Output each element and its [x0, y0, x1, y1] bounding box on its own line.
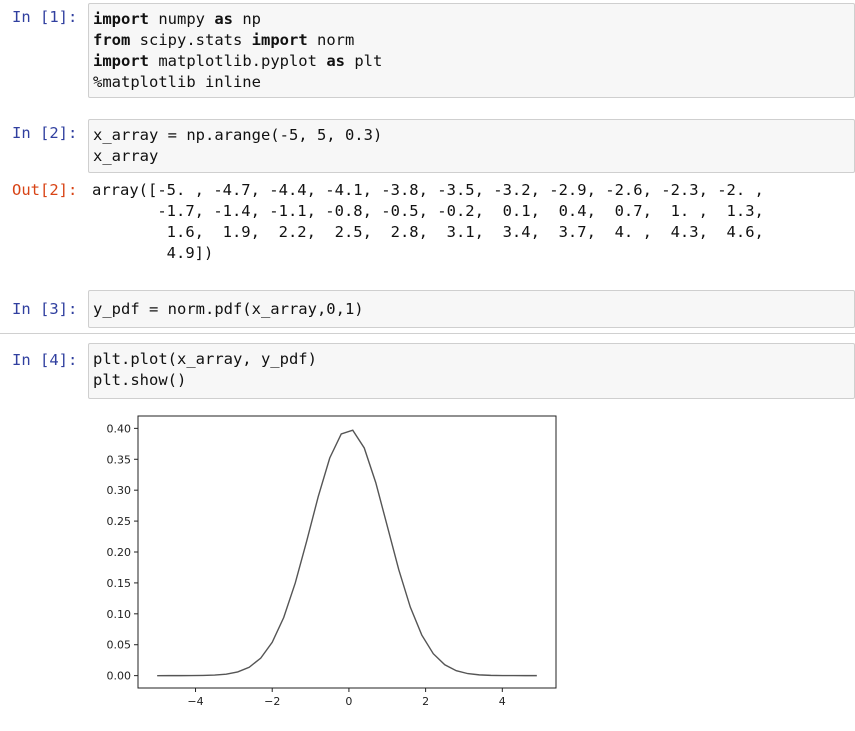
output-line: array([-5. , -4.7, -4.4, -4.1, -3.8, -3.…: [92, 181, 764, 199]
input-prompt-1: In [1]:: [12, 8, 78, 26]
x-tick-label: −4: [187, 695, 203, 708]
y-tick-label: 0.15: [107, 577, 132, 590]
code-line[interactable]: x_array = np.arange(-5, 5, 0.3): [93, 125, 850, 146]
code-token: np: [233, 10, 261, 28]
y-tick-label: 0.20: [107, 546, 132, 559]
keyword-token: as: [326, 52, 345, 70]
code-token: x_array: [93, 147, 159, 165]
code-line[interactable]: x_array: [93, 146, 850, 167]
code-cell-2[interactable]: In [2]: x_array = np.arange(-5, 5, 0.3) x…: [0, 116, 855, 276]
y-tick-label: 0.40: [107, 422, 132, 435]
code-line[interactable]: plt.plot(x_array, y_pdf): [93, 349, 850, 370]
code-input-3[interactable]: y_pdf = norm.pdf(x_array,0,1): [88, 290, 855, 328]
code-token: norm: [307, 31, 355, 49]
code-token: scipy.stats: [130, 31, 252, 49]
y-tick-label: 0.30: [107, 484, 132, 497]
line-chart: 0.00 0.05 0.10 0.15 0.20 0.25 0.30 0.35 0.40 −4 −2…: [107, 415, 557, 708]
code-token: y_pdf = norm.pdf(x_array,0,1): [93, 300, 364, 318]
keyword-token: from: [93, 31, 131, 49]
input-prompt-2: In [2]:: [12, 124, 78, 142]
y-tick-label: 0.00: [107, 670, 132, 683]
output-line: 4.9]): [92, 244, 214, 262]
code-token: x_array = np.arange(-5, 5, 0.3): [93, 126, 383, 144]
code-token: matplotlib.pyplot: [149, 52, 327, 70]
x-tick-label: −2: [264, 695, 280, 708]
code-line[interactable]: y_pdf = norm.pdf(x_array,0,1): [93, 299, 850, 320]
code-token: %matplotlib inline: [93, 73, 261, 91]
input-prompt-4: In [4]:: [12, 351, 78, 369]
code-line[interactable]: import numpy as np: [93, 9, 850, 30]
code-token: plt: [344, 52, 383, 70]
x-tick-label: 2: [422, 695, 429, 708]
x-tick-label: 4: [499, 695, 506, 708]
keyword-token: import: [93, 52, 149, 70]
output-line: -1.7, -1.4, -1.1, -0.8, -0.5, -0.2, 0.1,…: [92, 202, 764, 220]
code-input-4[interactable]: plt.plot(x_array, y_pdf) plt.show(): [88, 343, 855, 399]
code-input-2[interactable]: x_array = np.arange(-5, 5, 0.3) x_array: [88, 119, 855, 173]
code-token: numpy: [149, 10, 215, 28]
code-token: plt.show(): [93, 371, 187, 389]
plot-output: 0.00 0.05 0.10 0.15 0.20 0.25 0.30 0.35 0.40 −4 −2…: [88, 406, 568, 726]
output-prompt-2: Out[2]:: [12, 181, 78, 199]
plot-frame: [137, 415, 557, 689]
y-tick-label: 0.25: [107, 515, 132, 528]
series-line: [157, 429, 537, 677]
y-tick-label: 0.05: [107, 639, 132, 652]
code-token: plt.plot(x_array, y_pdf): [93, 350, 317, 368]
y-tick-label: 0.10: [107, 608, 132, 621]
keyword-token: import: [93, 10, 149, 28]
keyword-token: import: [251, 31, 308, 49]
x-tick-label: 0: [345, 695, 352, 708]
code-line[interactable]: %matplotlib inline: [93, 72, 850, 93]
code-cell-3[interactable]: In [3]: y_pdf = norm.pdf(x_array,0,1): [0, 288, 855, 328]
cell-separator: [0, 333, 855, 334]
input-prompt-3: In [3]:: [12, 300, 78, 318]
output-area-2: array([-5. , -4.7, -4.4, -4.1, -3.8, -3.…: [92, 180, 855, 264]
code-line[interactable]: plt.show(): [93, 370, 850, 391]
code-cell-1[interactable]: In [1]: import numpy as np from scipy.sta…: [0, 0, 855, 100]
output-line: 1.6, 1.9, 2.2, 2.5, 2.8, 3.1, 3.4, 3.7, …: [92, 223, 764, 241]
code-line[interactable]: from scipy.stats import norm: [93, 30, 850, 51]
y-tick-label: 0.35: [107, 453, 132, 466]
code-cell-4[interactable]: In [4]: plt.plot(x_array, y_pdf) plt.show…: [0, 341, 855, 731]
code-input-1[interactable]: import numpy as np from scipy.stats impor…: [88, 3, 855, 98]
keyword-token: as: [214, 10, 233, 28]
code-line[interactable]: import matplotlib.pyplot as plt: [93, 51, 850, 72]
